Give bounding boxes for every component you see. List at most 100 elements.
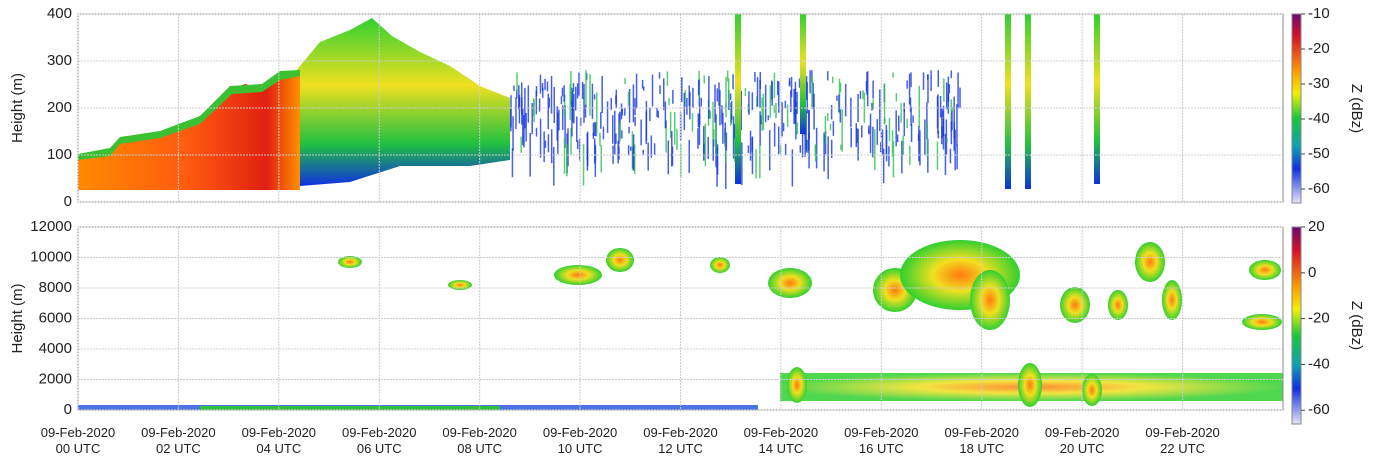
echo [926, 102, 928, 140]
echo [954, 129, 956, 171]
echo [814, 145, 817, 162]
echo [527, 85, 530, 123]
x-tick-label: 09-Feb-2020 20 UTC [1044, 425, 1120, 456]
echo [669, 111, 672, 139]
echo [912, 115, 914, 123]
echo [948, 84, 951, 94]
echo [709, 113, 711, 119]
echo [547, 134, 550, 153]
echo [725, 148, 727, 189]
echo [649, 107, 651, 122]
echo [615, 133, 617, 144]
echo [910, 107, 912, 126]
echo [754, 71, 756, 83]
echo [1082, 374, 1102, 406]
echo [721, 105, 723, 125]
echo [594, 122, 596, 137]
echo [599, 132, 601, 146]
echo [516, 72, 518, 94]
echo [698, 114, 701, 145]
echo [510, 95, 512, 128]
echo [956, 144, 958, 170]
echo [583, 84, 585, 123]
echo [578, 72, 580, 96]
echo [593, 94, 596, 100]
echo [796, 122, 799, 135]
echo [627, 91, 630, 107]
echo [827, 112, 829, 121]
echo [815, 127, 818, 169]
echo [574, 86, 577, 111]
y-tick-label: 200 [47, 99, 72, 116]
echo [524, 87, 526, 129]
echo [539, 74, 542, 94]
echo [627, 145, 630, 156]
y-axis-label: Height (m) [9, 73, 26, 143]
echo [78, 70, 300, 160]
echo [888, 117, 891, 142]
echo [806, 82, 808, 114]
echo [628, 126, 630, 134]
y-tick-label: 100 [47, 146, 72, 163]
echo [829, 123, 832, 131]
echo [576, 140, 579, 149]
echo [850, 97, 852, 128]
echo [632, 134, 635, 171]
y-tick-label: 10000 [30, 248, 72, 265]
echo [553, 146, 555, 186]
echo [712, 101, 714, 139]
echo [585, 70, 587, 108]
echo [624, 77, 626, 85]
echo [768, 130, 771, 171]
echo [633, 144, 636, 174]
echo [708, 76, 710, 119]
echo [926, 122, 929, 157]
echo [576, 83, 579, 99]
echo [891, 130, 894, 157]
echo [1094, 14, 1100, 184]
echo [832, 121, 835, 136]
colorbar-tick-label: -60 [1308, 180, 1330, 197]
echo [535, 86, 538, 97]
echo [338, 256, 362, 268]
echo [634, 116, 636, 127]
echo [683, 92, 686, 130]
echo [602, 126, 605, 140]
echo [665, 126, 667, 153]
echo [790, 90, 792, 113]
echo [591, 83, 594, 119]
echo [619, 122, 621, 142]
echo [563, 94, 566, 117]
echo [684, 89, 687, 107]
echo [950, 121, 953, 145]
colorbar-tick-label: -10 [1308, 5, 1330, 22]
echo [892, 141, 895, 178]
x-tick-label: 09-Feb-2020 16 UTC [844, 425, 919, 456]
echo [664, 101, 667, 129]
echo [892, 72, 894, 78]
echo [970, 270, 1010, 330]
echo [564, 105, 566, 148]
echo [548, 97, 551, 108]
echo [730, 101, 733, 120]
echo [688, 139, 690, 173]
echo [883, 83, 886, 125]
echo [732, 116, 735, 159]
echo [719, 90, 721, 126]
echo [612, 115, 614, 144]
colorbar-label: Z (dBz) [1348, 84, 1365, 133]
echo [707, 137, 709, 160]
echo [702, 126, 705, 161]
echo [937, 70, 939, 87]
echo [868, 128, 870, 135]
echo [697, 113, 700, 128]
echo [902, 135, 905, 156]
echo [895, 110, 897, 147]
echo [726, 70, 729, 82]
echo [855, 123, 858, 148]
echo [924, 119, 926, 156]
echo [700, 97, 702, 107]
colorbar-label: Z (dBz) [1348, 301, 1365, 350]
echo [525, 113, 527, 142]
